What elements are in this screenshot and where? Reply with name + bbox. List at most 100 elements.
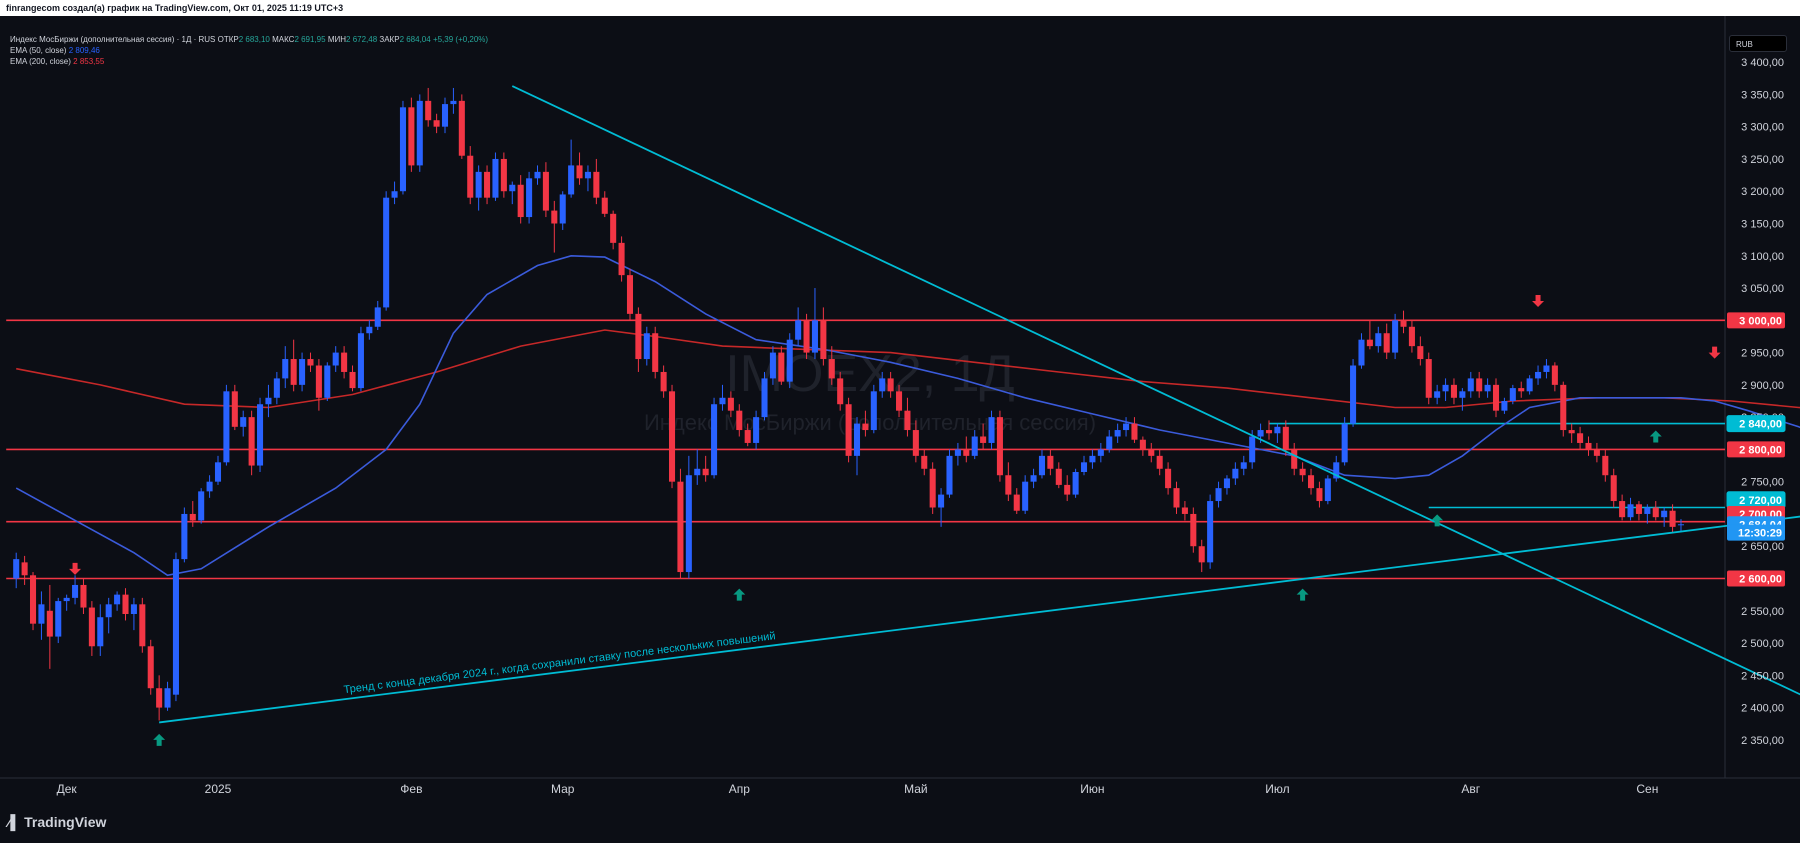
candle-body — [1198, 546, 1205, 563]
candle — [383, 191, 390, 311]
candle — [1425, 352, 1432, 405]
candle — [938, 488, 945, 527]
candle-body — [778, 352, 785, 382]
candle-body — [357, 333, 364, 389]
candle-body — [1585, 442, 1592, 450]
candle-body — [1047, 455, 1054, 469]
candle — [324, 362, 331, 401]
candle — [996, 410, 1003, 482]
price-label-text: 2 720,00 — [1739, 495, 1782, 507]
candle-body — [1240, 462, 1247, 469]
candle — [576, 152, 583, 185]
candle — [1282, 420, 1289, 456]
price-axis-tick-label: 3 300,00 — [1741, 122, 1784, 134]
tradingview-logo[interactable]: ⁄▌ TradingView — [8, 814, 106, 830]
price-label-bg — [1727, 570, 1785, 587]
price-axis-tick-label: 3 050,00 — [1741, 283, 1784, 295]
candle-body — [122, 594, 129, 614]
ema200-value: 2 853,55 — [73, 57, 105, 66]
price-label-text: 2 600,00 — [1739, 574, 1782, 586]
candle — [172, 552, 179, 702]
candle-body — [475, 171, 482, 198]
candle — [643, 326, 650, 366]
candle-body — [685, 475, 692, 573]
candle — [963, 436, 970, 463]
candle-body — [1265, 430, 1273, 434]
currency-badge[interactable]: RUB — [1729, 35, 1787, 52]
candle — [1064, 475, 1071, 502]
candle-body — [1610, 475, 1617, 502]
candle-body — [1476, 378, 1483, 392]
candle — [711, 397, 718, 479]
candle — [702, 455, 709, 482]
candle — [1324, 475, 1331, 505]
chart-legend: Индекс МосБиржи (дополнительная сессия) … — [10, 34, 488, 67]
candle-body — [635, 313, 642, 360]
tradingview-logo-icon: ⁄▌ — [8, 814, 25, 830]
price-label-badge: 2 600,00 — [1727, 570, 1785, 587]
candle — [1333, 455, 1340, 482]
candle — [593, 158, 600, 205]
candle — [727, 391, 734, 418]
candle-body — [828, 359, 835, 379]
candle — [1274, 423, 1281, 443]
candle-body — [1223, 478, 1230, 489]
candle-body — [1350, 365, 1357, 424]
candle-body — [97, 617, 104, 647]
candle-body — [576, 165, 583, 179]
candle — [929, 462, 936, 514]
candle-body — [399, 107, 406, 192]
candle — [97, 604, 104, 656]
candle — [677, 468, 684, 579]
candle-body — [164, 688, 171, 708]
candle — [374, 300, 381, 330]
candle — [795, 307, 802, 347]
price-chart[interactable]: IMOEX2, 1Д Индекс МосБиржи (дополнительна… — [0, 16, 1800, 804]
ema200-label[interactable]: EMA (200, close) — [10, 57, 71, 66]
candle-body — [769, 352, 776, 379]
candle — [1165, 462, 1172, 495]
candle — [904, 397, 911, 437]
candle-body — [484, 171, 491, 198]
candle — [105, 597, 112, 634]
candle-body — [845, 404, 852, 456]
price-label-bg — [1727, 312, 1785, 329]
candle — [273, 371, 280, 405]
low-label: МИН — [327, 35, 347, 44]
trendline — [159, 515, 1800, 724]
candle — [1316, 481, 1323, 508]
candle — [853, 417, 861, 476]
ema50-value: 2 809,46 — [68, 46, 100, 55]
candle-body — [240, 417, 247, 427]
symbol-title: Индекс МосБиржи (дополнительная сессия) … — [10, 35, 216, 44]
candle-body — [551, 210, 558, 224]
footer-bar: ⁄▌ TradingView — [0, 804, 1800, 843]
candle — [198, 488, 205, 524]
candle — [887, 371, 894, 398]
candle-body — [114, 594, 121, 605]
signal-up-arrow-icon — [1649, 430, 1662, 443]
candle-body — [1308, 475, 1315, 489]
candle — [1593, 442, 1600, 463]
candle — [912, 420, 919, 463]
price-axis-tick-label: 3 200,00 — [1741, 186, 1784, 198]
candle — [896, 384, 903, 418]
candle — [399, 100, 406, 195]
candle — [786, 333, 793, 389]
ema50-label[interactable]: EMA (50, close) — [10, 46, 67, 55]
price-label-badge: 3 000,00 — [1727, 312, 1785, 329]
candle-body — [719, 397, 726, 405]
candle — [391, 181, 398, 205]
candle-body — [223, 391, 230, 463]
price-label-bg — [1727, 441, 1785, 458]
chart-frame[interactable]: IMOEX2, 1Д Индекс МосБиржи (дополнительна… — [0, 16, 1800, 804]
candle-body — [837, 378, 844, 405]
candle-body — [307, 359, 314, 366]
candle-body — [811, 320, 818, 353]
candle-body — [526, 178, 533, 218]
candle-body — [21, 562, 28, 576]
candle-body — [542, 171, 549, 211]
candle — [1577, 426, 1584, 450]
candle — [1476, 371, 1483, 398]
candle — [1560, 381, 1567, 437]
